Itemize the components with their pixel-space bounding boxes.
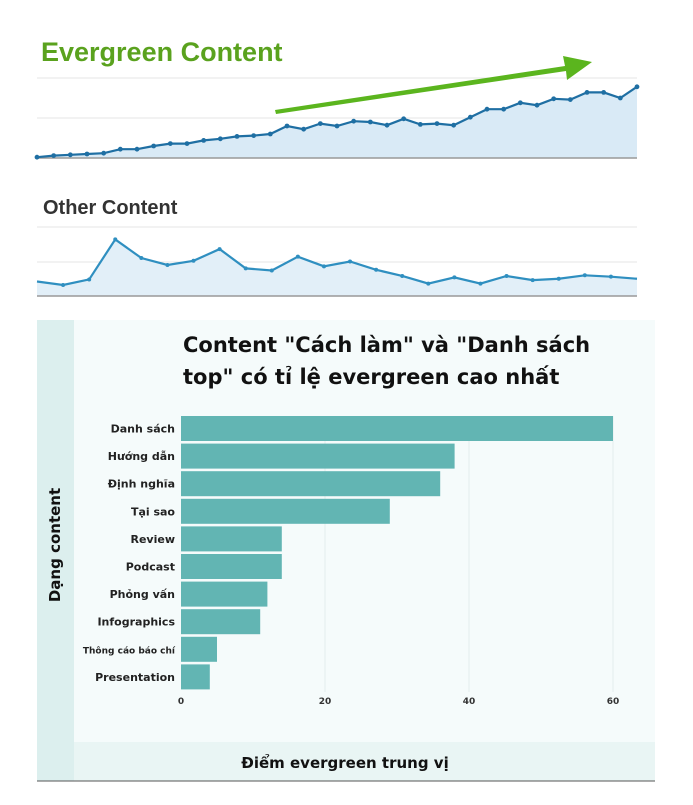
evergreen-chart	[34, 56, 640, 160]
data-point	[269, 268, 274, 273]
data-point	[501, 106, 507, 112]
data-point	[139, 256, 144, 261]
data-point	[191, 258, 196, 263]
data-point	[151, 143, 157, 149]
data-point	[301, 126, 307, 132]
data-point	[452, 275, 457, 280]
data-point	[167, 141, 173, 147]
data-point	[317, 121, 323, 126]
bar-title-line-1: Content "Cách làm" và "Danh sách	[183, 333, 590, 357]
data-point	[217, 136, 223, 142]
category-label: Infographics	[97, 616, 175, 629]
bar	[181, 664, 210, 690]
data-point	[401, 116, 407, 122]
data-point	[51, 153, 57, 159]
data-point	[184, 141, 190, 147]
category-label: Thông cáo báo chí	[83, 645, 176, 656]
x-tick-label: 40	[463, 697, 476, 707]
bar	[181, 581, 268, 607]
y-axis-label: Dạng content	[46, 488, 64, 602]
category-label: Danh sách	[111, 423, 175, 436]
data-point	[400, 273, 405, 278]
data-point	[351, 118, 357, 124]
data-point	[134, 146, 140, 152]
data-point	[267, 131, 273, 137]
data-point	[434, 121, 440, 126]
data-point	[295, 254, 300, 259]
data-point	[530, 278, 535, 283]
data-point	[374, 267, 379, 272]
category-label: Podcast	[126, 561, 175, 574]
data-point	[608, 274, 613, 279]
data-point	[334, 123, 340, 129]
data-point	[234, 134, 240, 139]
category-label: Review	[131, 533, 176, 546]
data-point	[348, 259, 353, 264]
data-point	[67, 152, 73, 158]
trend-arrow-icon	[275, 56, 592, 114]
bar	[181, 416, 613, 441]
bar	[181, 443, 455, 469]
bar	[181, 498, 390, 524]
bar	[181, 471, 441, 497]
x-tick-label: 20	[319, 697, 332, 707]
data-point	[243, 266, 248, 271]
x-tick-label: 60	[607, 697, 620, 707]
data-point	[504, 273, 509, 278]
bar-panel-bg	[37, 320, 655, 781]
category-label: Phỏng vấn	[110, 588, 175, 601]
data-point	[451, 122, 457, 128]
series-area	[37, 86, 637, 158]
category-label: Hướng dẫn	[108, 450, 175, 463]
bar-title-line-2: top" có tỉ lệ evergreen cao nhất	[183, 365, 559, 389]
bar	[181, 526, 282, 552]
data-point	[117, 146, 123, 152]
other-title: Other Content	[43, 197, 178, 219]
xlabel-strip	[74, 742, 655, 781]
category-label: Tại sao	[131, 505, 175, 518]
series-line	[36, 237, 638, 287]
data-point	[251, 133, 257, 139]
data-point	[634, 84, 640, 90]
data-point	[61, 282, 66, 287]
data-point	[87, 277, 92, 282]
category-label: Định nghĩa	[108, 478, 175, 491]
data-point	[113, 237, 118, 242]
ylabel-strip	[37, 320, 74, 781]
data-point	[321, 264, 326, 269]
data-point	[417, 122, 423, 127]
data-point	[556, 276, 561, 281]
data-point	[484, 106, 490, 112]
data-point	[567, 97, 573, 102]
data-point	[217, 247, 222, 252]
bar	[181, 554, 282, 579]
data-point	[582, 273, 587, 278]
data-point	[584, 90, 590, 95]
data-point	[534, 102, 540, 108]
data-point	[517, 100, 523, 106]
data-point	[84, 151, 90, 157]
data-point	[34, 154, 40, 160]
other-chart	[36, 226, 638, 297]
data-point	[367, 119, 373, 125]
x-axis-label: Điểm evergreen trung vị	[241, 753, 448, 772]
bar	[181, 636, 217, 662]
data-point	[467, 114, 473, 120]
data-point	[101, 150, 107, 156]
x-tick-label: 0	[178, 697, 184, 707]
data-point	[426, 281, 431, 286]
evergreen-title: Evergreen Content	[41, 37, 283, 67]
data-point	[551, 96, 557, 102]
data-point	[478, 281, 483, 286]
data-point	[201, 138, 207, 143]
data-point	[165, 262, 170, 267]
bar	[181, 609, 261, 635]
bar-chart: 0 20 40 60 Danh sách Hướng dẫn Định nghĩa Tại s…	[83, 416, 619, 707]
data-point	[384, 122, 390, 128]
data-point	[617, 95, 623, 101]
category-label: Presentation	[95, 671, 175, 684]
data-point	[284, 123, 290, 129]
data-point	[601, 90, 607, 95]
